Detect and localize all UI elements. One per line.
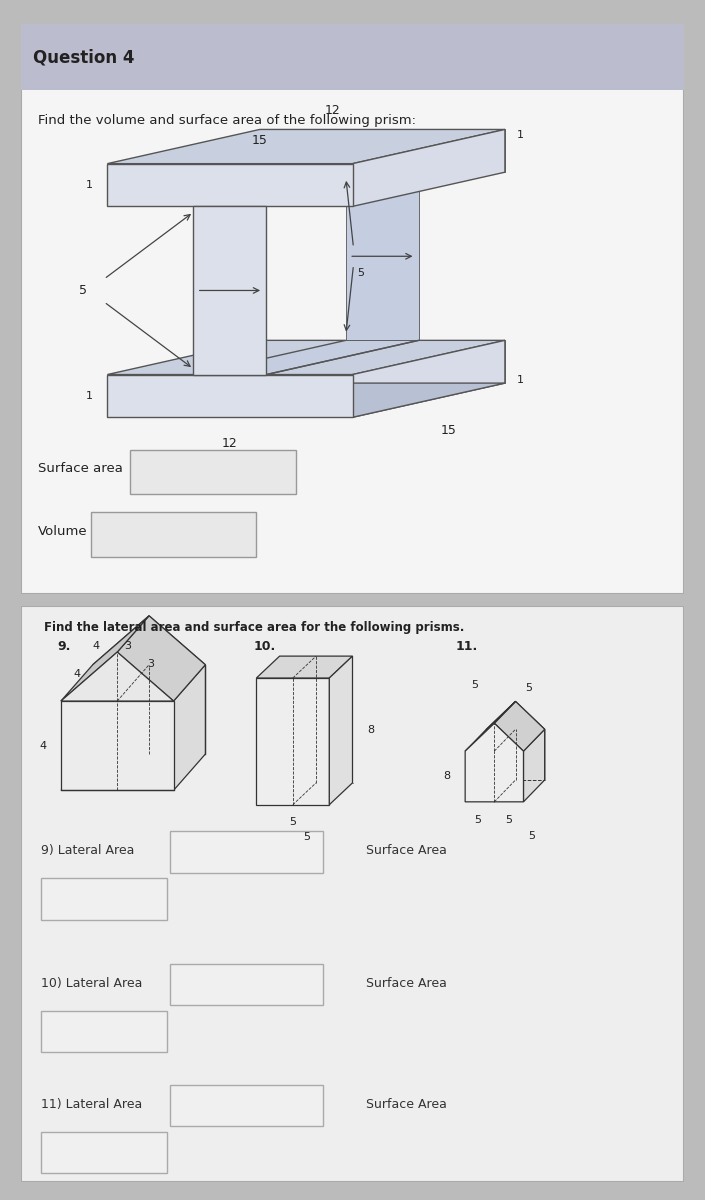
Polygon shape [465,724,524,802]
Polygon shape [266,341,505,374]
Polygon shape [173,665,205,791]
Polygon shape [61,652,173,701]
Text: 11) Lateral Area: 11) Lateral Area [41,1098,142,1111]
FancyBboxPatch shape [171,964,323,1006]
Polygon shape [494,701,545,751]
Text: 5: 5 [529,830,536,841]
Text: 5: 5 [357,269,364,278]
Text: Surface Area: Surface Area [366,1098,447,1111]
Text: 15: 15 [441,424,457,437]
FancyBboxPatch shape [41,878,167,920]
Polygon shape [486,701,545,780]
FancyBboxPatch shape [91,512,257,557]
Text: 15: 15 [252,134,268,148]
Polygon shape [107,130,505,163]
Text: 4: 4 [39,740,47,751]
Polygon shape [61,616,149,701]
Text: 1: 1 [517,130,524,140]
Text: 1: 1 [86,391,93,401]
Text: 9) Lateral Area: 9) Lateral Area [41,845,135,857]
Text: 11.: 11. [455,640,477,653]
FancyBboxPatch shape [130,450,296,494]
Text: 9.: 9. [58,640,71,653]
Polygon shape [107,163,352,206]
Text: Surface Area: Surface Area [366,845,447,857]
Polygon shape [259,130,505,172]
FancyBboxPatch shape [21,24,684,90]
Text: 4: 4 [93,641,100,652]
Text: Surface Area: Surface Area [366,977,447,990]
Polygon shape [259,341,505,383]
Text: 10) Lateral Area: 10) Lateral Area [41,977,142,990]
Text: 5: 5 [289,817,296,827]
Text: 5: 5 [505,815,513,824]
Polygon shape [257,678,329,805]
Polygon shape [352,130,505,206]
Text: 1: 1 [86,180,93,190]
Polygon shape [107,374,352,418]
Text: 8: 8 [443,772,450,781]
Text: 5: 5 [471,680,478,690]
Text: 5: 5 [525,683,532,692]
Text: 5: 5 [80,284,87,296]
Polygon shape [107,383,505,418]
Text: 5: 5 [303,833,310,842]
Polygon shape [193,206,266,374]
Text: Find the lateral area and surface area for the following prisms.: Find the lateral area and surface area f… [44,622,465,635]
Polygon shape [193,172,419,206]
Text: 5: 5 [474,815,482,824]
FancyBboxPatch shape [41,1132,167,1174]
Polygon shape [329,656,352,805]
Text: 12: 12 [325,104,341,116]
Polygon shape [465,701,515,751]
Polygon shape [352,341,505,418]
Polygon shape [93,616,205,665]
Text: Volume: Volume [38,524,87,538]
Polygon shape [107,341,346,374]
Polygon shape [93,665,205,754]
Text: Question 4: Question 4 [33,48,135,66]
Text: 1: 1 [517,376,524,385]
FancyBboxPatch shape [21,606,684,1182]
FancyBboxPatch shape [171,1085,323,1126]
FancyBboxPatch shape [21,24,684,594]
Polygon shape [257,656,352,678]
Text: 3: 3 [124,641,131,652]
Text: 10.: 10. [253,640,276,653]
Text: Find the volume and surface area of the following prism:: Find the volume and surface area of the … [38,114,416,127]
Polygon shape [524,730,545,802]
Polygon shape [61,701,173,791]
FancyBboxPatch shape [171,832,323,872]
Text: 12: 12 [222,437,238,450]
Polygon shape [266,341,419,374]
FancyBboxPatch shape [41,1010,167,1052]
Text: 3: 3 [147,659,154,670]
Text: Surface area: Surface area [38,462,123,475]
Text: 4: 4 [73,670,81,679]
Polygon shape [346,172,419,341]
Text: 8: 8 [367,726,374,736]
Polygon shape [117,616,205,701]
